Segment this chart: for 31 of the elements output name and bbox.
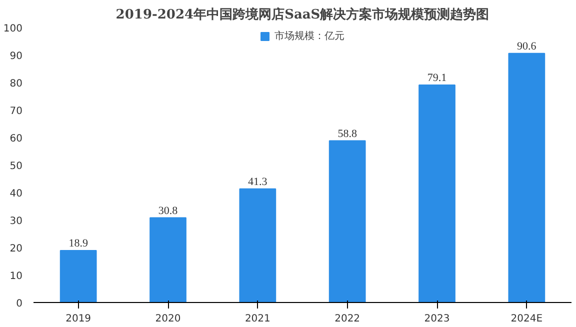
bar — [328, 140, 366, 302]
y-tick-label: 30 — [10, 216, 23, 227]
x-tick-label: 2022 — [334, 314, 360, 324]
y-tick-label: 80 — [10, 78, 23, 90]
data-label: 30.8 — [158, 204, 178, 217]
y-tick-label: 20 — [10, 244, 23, 254]
chart-title: 2019-2024年中国跨境网店SaaS解决方案市场规模预测趋势图 — [116, 6, 490, 22]
bar — [239, 188, 276, 302]
bar — [508, 52, 546, 302]
data-label: 41.3 — [248, 176, 268, 188]
x-tick-label: 2021 — [244, 314, 270, 324]
x-tick-label: 2024E — [510, 314, 543, 324]
y-tick-label: 10 — [10, 271, 23, 282]
data-label: 79.1 — [427, 72, 447, 84]
data-label: 58.8 — [338, 128, 358, 140]
x-tick-label: 2020 — [155, 314, 181, 324]
y-tick-label: 60 — [10, 134, 23, 144]
data-label: 90.6 — [517, 40, 537, 52]
y-tick-label: 0 — [16, 298, 23, 310]
y-tick-label: 90 — [10, 51, 23, 62]
data-label: 18.9 — [68, 238, 88, 250]
bar — [60, 250, 97, 302]
x-tick-label: 2019 — [66, 314, 92, 324]
x-tick-label: 2023 — [424, 314, 450, 324]
legend-label: 市场规模：亿元 — [274, 30, 344, 43]
y-tick-label: 100 — [3, 24, 23, 34]
bar — [418, 84, 456, 302]
bar — [150, 217, 186, 302]
y-tick-label: 40 — [10, 188, 23, 200]
y-tick-label: 70 — [10, 106, 23, 117]
y-tick-label: 50 — [10, 161, 23, 172]
